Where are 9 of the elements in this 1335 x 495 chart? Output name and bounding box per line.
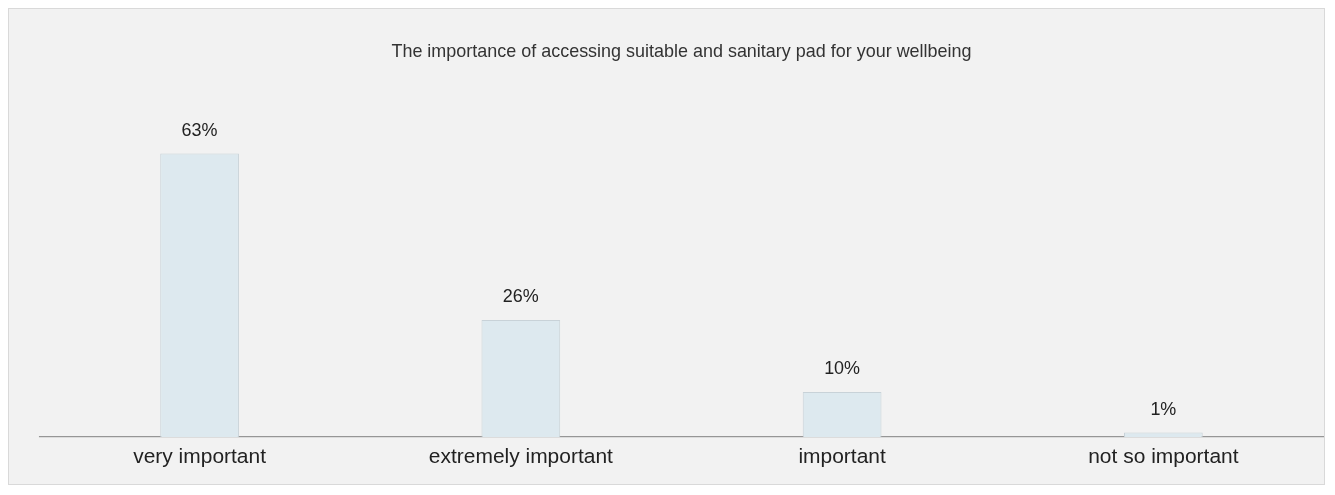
chart-title: The importance of accessing suitable and sanitary pad for your wellbeing xyxy=(391,40,972,61)
data-label: 26% xyxy=(502,286,539,307)
data-label: 10% xyxy=(824,358,861,379)
data-label: 1% xyxy=(1150,398,1177,419)
data-label: 63% xyxy=(181,119,218,140)
x-tick-label: very important xyxy=(133,444,267,468)
x-tick-label: extremely important xyxy=(428,444,614,468)
x-tick-label: not so important xyxy=(1088,444,1239,468)
x-tick-label: important xyxy=(798,444,886,468)
